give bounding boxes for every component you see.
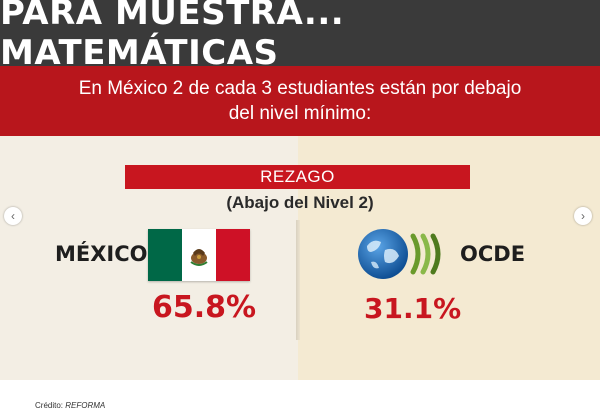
flag-white-stripe xyxy=(182,229,216,281)
oecd-logo-icon xyxy=(358,229,441,279)
credit-source: REFORMA xyxy=(65,401,106,410)
chevron-right-icon: › xyxy=(581,209,585,223)
flag-red-stripe xyxy=(216,229,250,281)
prev-slide-button[interactable]: ‹ xyxy=(4,207,22,225)
chevron-left-icon: ‹ xyxy=(11,209,15,223)
oecd-label: OCDE xyxy=(460,242,526,266)
rezago-sublabel: (Abajo del Nivel 2) xyxy=(226,193,374,212)
panel-divider xyxy=(296,220,300,340)
coat-of-arms-icon xyxy=(190,249,208,266)
rezago-label: REZAGO xyxy=(260,167,335,186)
oecd-unit: % xyxy=(433,292,462,325)
oecd-value: 31.1 xyxy=(364,292,434,325)
credit-label: Crédito: xyxy=(35,401,64,410)
flag-green-stripe xyxy=(148,229,182,281)
rezago-badge: REZAGO xyxy=(125,165,470,189)
next-slide-button[interactable]: › xyxy=(574,207,592,225)
header-bar: PARA MUESTRA... MATEMÁTICAS xyxy=(0,0,600,73)
mexico-unit: % xyxy=(226,290,257,325)
mexico-value: 65.8 xyxy=(152,290,227,325)
mexico-label: MÉXICO xyxy=(55,242,148,266)
subheader-text: En México 2 de cada 3 estudiantes están … xyxy=(78,78,522,124)
oecd-percentage: 31.1% xyxy=(364,292,461,325)
credit-line: Crédito: REFORMA xyxy=(35,401,105,410)
mexico-percentage: 65.8% xyxy=(152,290,256,325)
page-title: PARA MUESTRA... MATEMÁTICAS xyxy=(0,0,345,73)
subheader-bar: En México 2 de cada 3 estudiantes están … xyxy=(0,66,600,136)
mexico-flag-icon xyxy=(148,229,250,281)
